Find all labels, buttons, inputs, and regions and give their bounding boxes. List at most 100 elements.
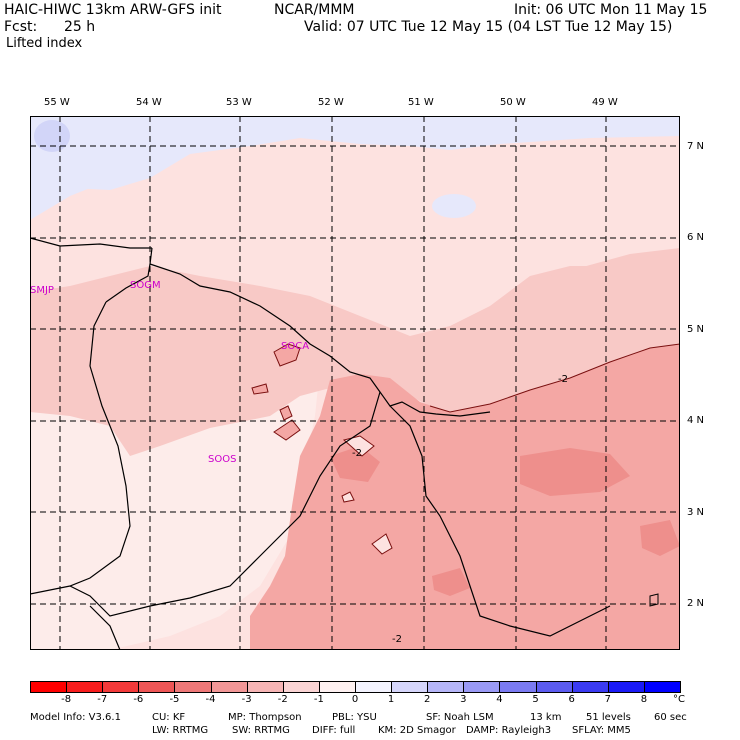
strong-negative-patch [432,568,470,596]
colorbar-label: -4 [205,694,216,705]
blue-tint-blob [432,194,476,218]
colorbar-swatch [427,681,465,693]
lon-label: 52 W [318,97,344,108]
model-title: HAIC-HIWC 13km ARW-GFS init [4,2,222,18]
lon-label: 54 W [136,97,162,108]
footer-item: SF: Noah LSM [426,712,494,723]
colorbar-swatch [643,681,681,693]
colorbar-label: 4 [496,694,503,705]
colorbar-swatch [391,681,429,693]
footer-item: PBL: YSU [332,712,377,723]
footer-item: MP: Thompson [228,712,302,723]
valid-time: Valid: 07 UTC Tue 12 May 15 (04 LST Tue … [304,19,673,35]
colorbar-label: -7 [97,694,108,705]
colorbar-swatch [571,681,609,693]
footer-item: 51 levels [586,712,631,723]
graticule [30,116,680,650]
blue-blob [34,120,70,152]
colorbar-unit: °C [673,694,685,705]
moderate-band [550,248,680,296]
station-label: SOCA [281,341,309,352]
lat-label: 5 N [687,324,705,335]
colorbar-label: 6 [568,694,575,705]
colorbar-label: -3 [241,694,252,705]
colorbar-label: -2 [277,694,288,705]
coastline [149,263,491,417]
colorbar-label: 0 [351,694,359,705]
lon-label: 53 W [226,97,252,108]
border-line [89,605,121,650]
colorbar-swatch [66,681,104,693]
contour-island [279,405,293,421]
forecast-hour: 25 h [64,19,96,35]
colorbar-swatch [318,681,356,693]
contour-island [371,533,393,555]
field-name: Lifted index [6,36,83,51]
colorbar-label: 3 [460,694,467,705]
colorbar-label: -8 [61,694,72,705]
blue-tint-region [30,116,680,190]
lat-label: 6 N [687,232,705,243]
lat-label: 3 N [687,507,705,518]
colorbar-label: 8 [640,694,648,705]
colorbar-swatch [607,681,645,693]
footer-item: CU: KF [152,712,186,723]
contour-island [273,343,301,367]
colorbar-label: 1 [387,694,395,705]
footer-item: 60 sec [654,712,687,723]
colorbar-label: -1 [313,694,324,705]
forecast-label: Fcst: [4,19,38,35]
colorbar-swatch [355,681,393,693]
colorbar-swatch [174,681,212,693]
contour-island [251,383,269,395]
colorbar-swatch [138,681,176,693]
colorbar-swatch [535,681,573,693]
lat-label: 4 N [687,415,705,426]
lat-label: 2 N [687,598,705,609]
contour-label: -2 [352,448,362,459]
footer-item: DIFF: full [312,725,356,736]
station-label: SOGM [130,280,161,291]
border-line [69,391,381,617]
strong-negative-patch [330,446,380,482]
colorbar-swatch [463,681,501,693]
colorbar-label: 2 [424,694,431,705]
colorbar-label: -5 [169,694,180,705]
colorbar-swatch [499,681,537,693]
footer-item: SFLAY: MM5 [572,725,631,736]
strong-negative-patch [640,520,680,556]
strong-negative-patch [520,448,630,496]
border-line [30,301,131,595]
contour-label: -2 [558,374,568,385]
moderate-band [110,326,200,416]
station-label: SOOS [208,454,236,465]
island-outline [649,593,659,607]
footer-item: SW: RRTMG [232,725,290,736]
lon-label: 51 W [408,97,434,108]
contour-island [273,419,301,441]
contour-label: -2 [392,634,402,645]
contour-island [341,491,355,503]
border-line [389,405,611,637]
footer-item: DAMP: Rayleigh3 [466,725,552,736]
lat-label: 7 N [687,141,705,152]
colorbar-swatch [282,681,320,693]
colorbar-swatch [246,681,284,693]
map-frame [30,116,680,650]
colorbar-label: 7 [604,694,611,705]
border-line [30,237,152,249]
lon-label: 50 W [500,97,526,108]
footer-item: Model Info: V3.6.1 [30,712,121,723]
footer-item: LW: RRTMG [152,725,209,736]
contour-line [429,343,680,413]
colorbar-swatch [30,681,68,693]
lon-label: 49 W [592,97,618,108]
footer-item: KM: 2D Smagor [378,725,456,736]
border-line [105,247,153,303]
contour-island [342,435,375,457]
station-label: SMJP [30,285,54,296]
moderate-band [30,256,680,456]
org-label: NCAR/MMM [274,2,355,18]
lon-label: 55 W [44,97,70,108]
colorbar-label: 5 [532,694,539,705]
